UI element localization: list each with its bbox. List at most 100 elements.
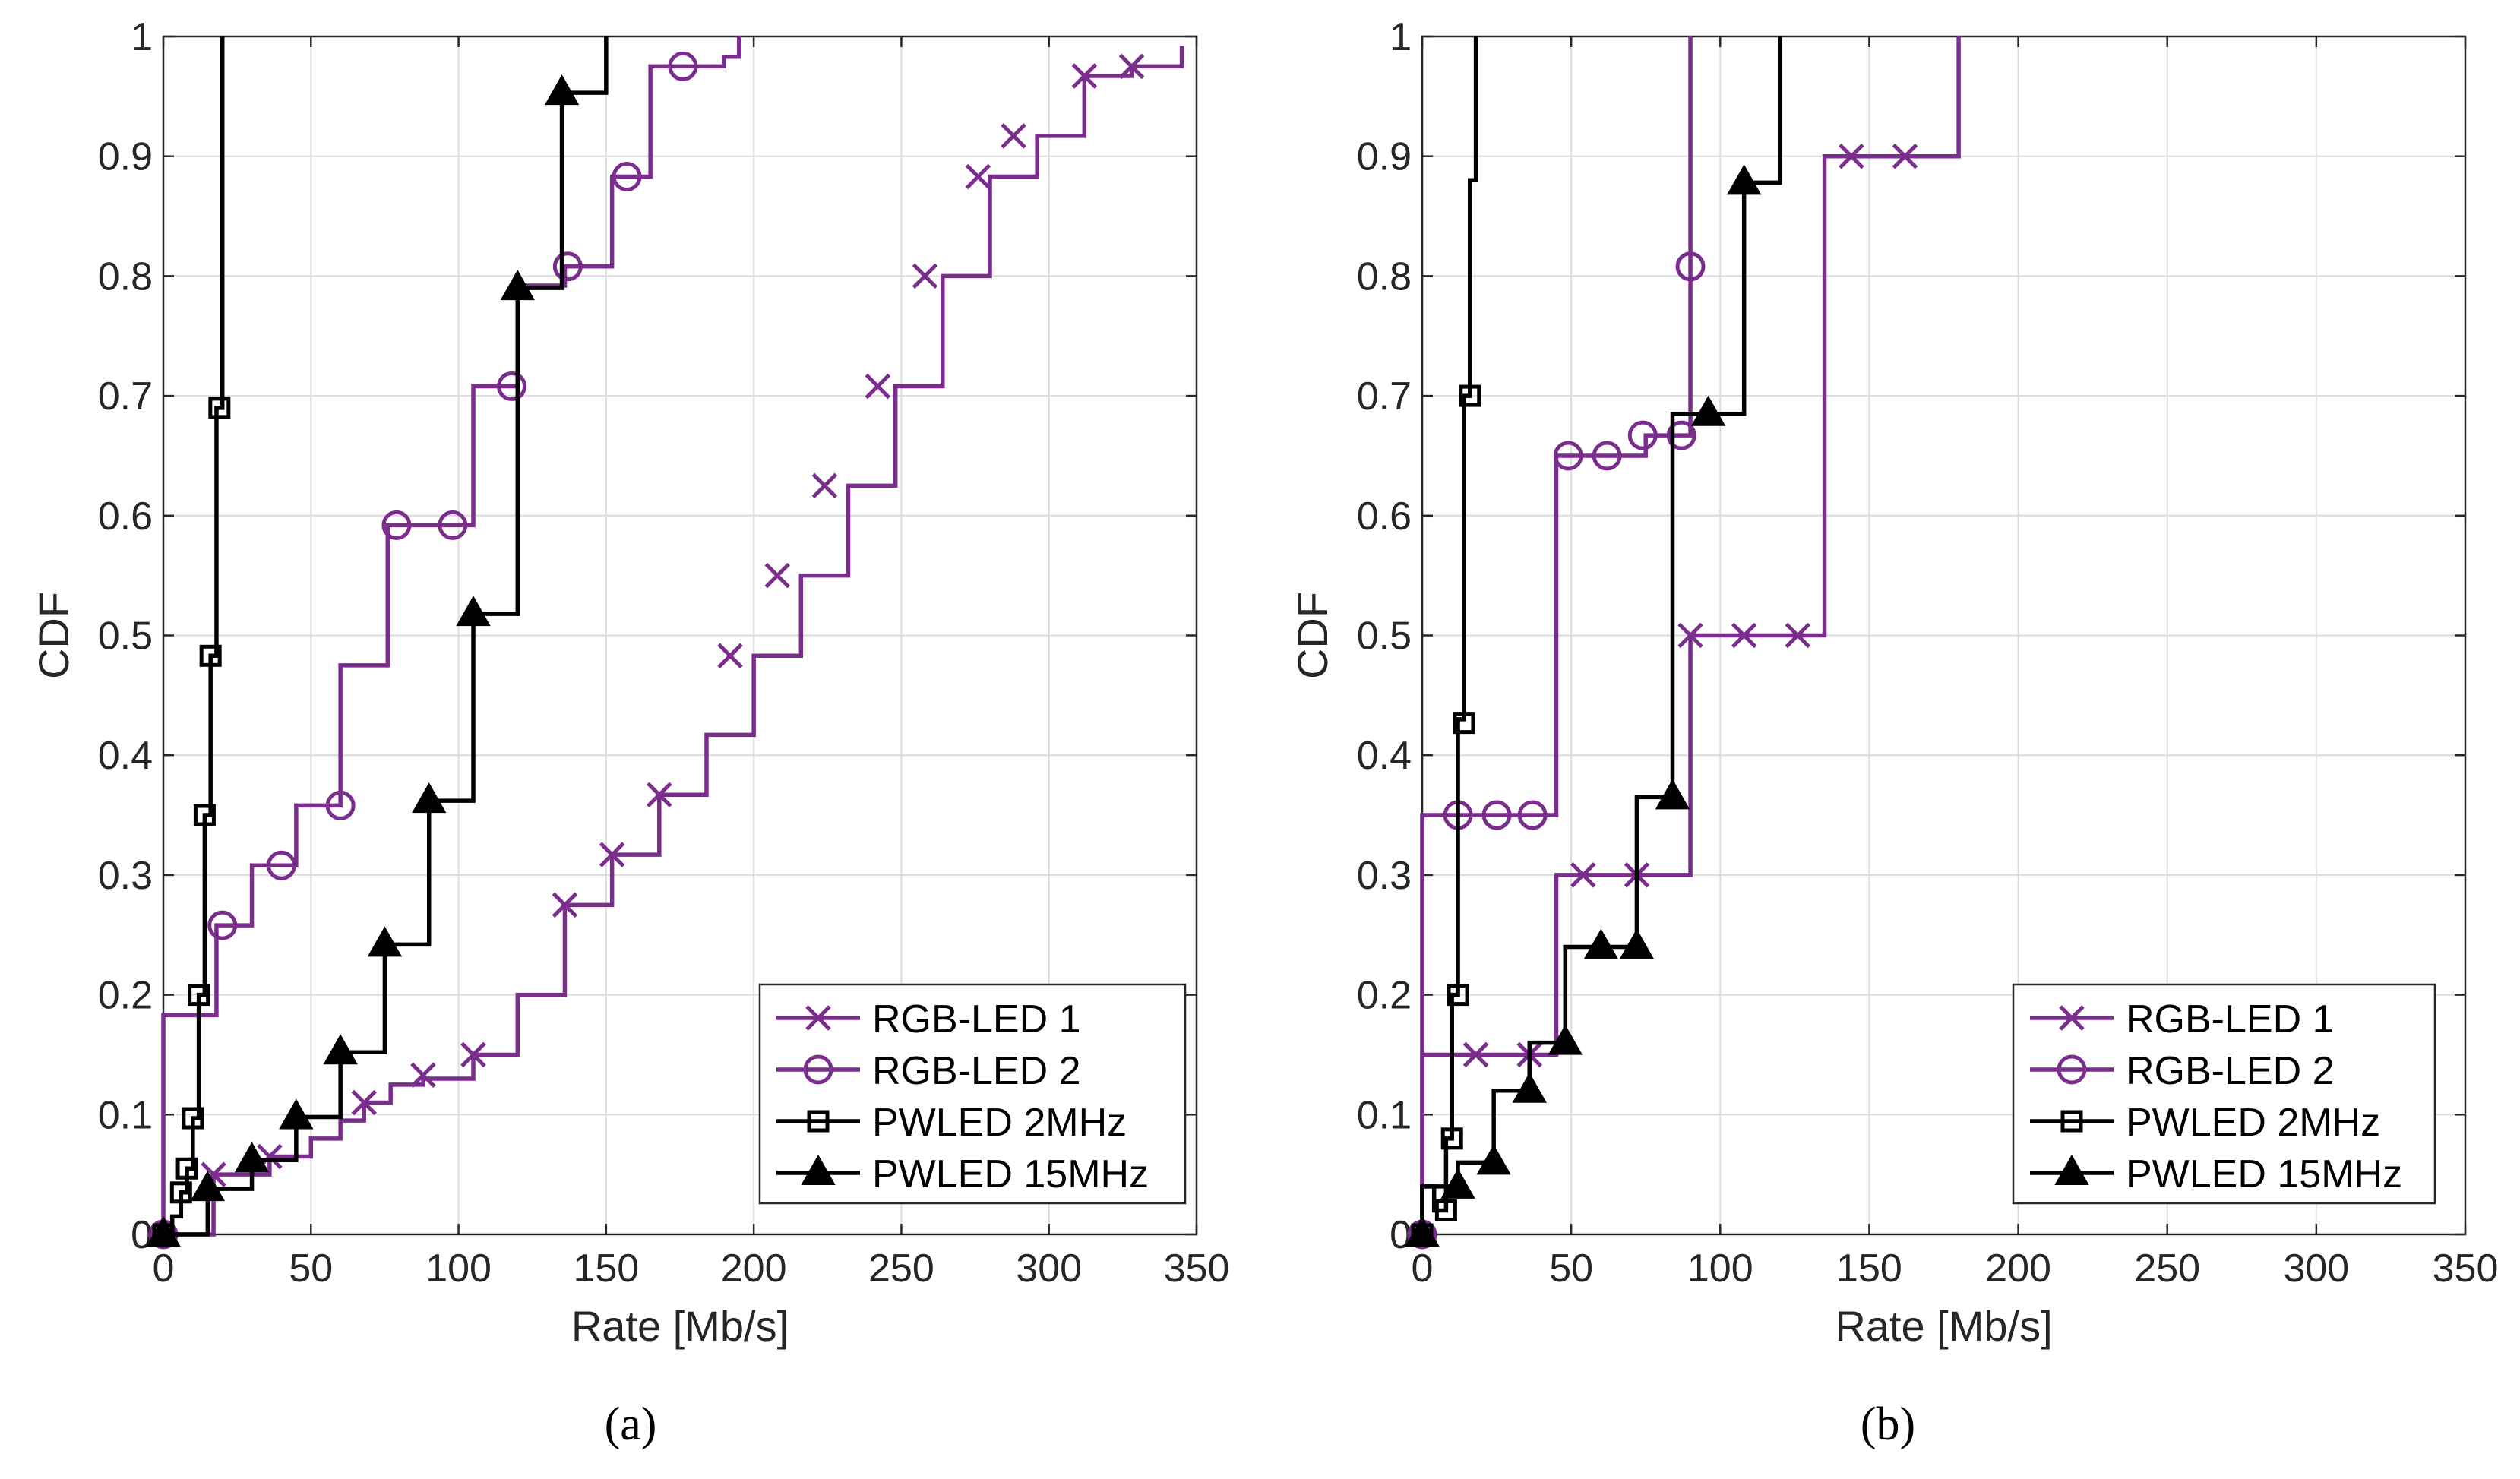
data-point (717, 643, 743, 669)
legend-marker (807, 1110, 830, 1133)
data-point (351, 1089, 377, 1116)
series-line (161, 36, 741, 1234)
legend-entry: RGB-LED 2 (872, 1049, 1081, 1093)
data-point (497, 371, 527, 401)
legend-marker (801, 1154, 836, 1185)
y-tick-label: 0.3 (1357, 854, 1412, 898)
y-tick-label: 0.5 (1357, 615, 1412, 659)
data-point (1001, 123, 1026, 149)
y-tick-label: 0.5 (98, 615, 153, 659)
series-line (163, 46, 1184, 1237)
data-point (1553, 441, 1583, 471)
data-point (1726, 164, 1762, 195)
legend-marker (2057, 1054, 2087, 1085)
data-point (500, 270, 536, 301)
data-point (234, 1142, 270, 1173)
data-point (411, 782, 447, 814)
data-point (1462, 1041, 1489, 1068)
data-point (367, 926, 403, 957)
data-point (1892, 143, 1918, 169)
data-point (1512, 1072, 1547, 1103)
data-point (1434, 1199, 1457, 1221)
series-line (1420, 36, 1478, 1234)
legend-box (758, 983, 1187, 1205)
data-point (1666, 420, 1696, 450)
data-point (182, 1107, 204, 1130)
x-tick-label: 200 (721, 1247, 787, 1291)
data-point (325, 790, 356, 820)
y-tick-label: 0.6 (98, 495, 153, 539)
legend-entry: PWLED 2MHz (2126, 1101, 2380, 1145)
series-line (1420, 36, 1782, 1234)
data-point (1517, 800, 1548, 830)
data-point (612, 162, 642, 192)
y-tick-label: 0.2 (1357, 974, 1412, 1018)
x-axis-label: Rate [Mb/s] (1835, 1302, 2052, 1350)
data-point (1655, 779, 1690, 810)
legend-marker (2054, 1154, 2089, 1185)
data-point (1731, 622, 1757, 649)
legend-marker (805, 1005, 831, 1031)
legend: RGB-LED 1 RGB-LED 2 PWLED 2MHz PWLED 15MHz (2012, 983, 2436, 1205)
data-point (188, 984, 210, 1007)
data-point (965, 163, 991, 190)
data-point (1453, 712, 1475, 735)
y-tick-label: 1 (1390, 15, 1412, 59)
x-tick-label: 250 (2134, 1247, 2200, 1291)
legend: RGB-LED 1 RGB-LED 2 PWLED 2MHz PWLED 15MHz (758, 983, 1187, 1205)
data-point (668, 51, 698, 81)
data-point (1071, 63, 1098, 89)
data-point (1839, 143, 1864, 169)
legend-box (2012, 983, 2436, 1205)
legend-entry: RGB-LED 1 (872, 997, 1081, 1041)
y-tick-label: 0.7 (98, 374, 153, 419)
y-tick-label: 0.1 (98, 1093, 153, 1137)
data-point (1690, 395, 1726, 426)
series-rgb-led-2 (148, 36, 741, 1250)
data-point (552, 251, 583, 282)
y-tick-label: 1 (131, 15, 153, 59)
data-point (1627, 420, 1658, 450)
data-point (1583, 928, 1619, 959)
data-point (1548, 1024, 1583, 1055)
data-point (266, 850, 296, 880)
data-point (1440, 1127, 1463, 1150)
data-point (169, 1181, 192, 1204)
data-point (438, 510, 468, 540)
x-tick-label: 250 (868, 1247, 934, 1291)
data-point (456, 596, 491, 627)
y-tick-label: 0.7 (1357, 374, 1412, 419)
data-point (811, 472, 838, 499)
legend-entry: PWLED 2MHz (872, 1101, 1127, 1145)
series-line (1420, 36, 1961, 1234)
legend-marker (2059, 1005, 2085, 1031)
data-point (1570, 862, 1596, 888)
data-point (199, 644, 222, 667)
x-tick-label: 50 (289, 1247, 333, 1291)
data-point (1405, 1215, 1440, 1247)
legend-entry: RGB-LED 1 (2126, 997, 2335, 1041)
x-tick-label: 200 (1985, 1247, 2051, 1291)
data-point (1619, 928, 1655, 959)
x-tick-label: 100 (425, 1247, 492, 1291)
data-point (193, 804, 216, 826)
data-point (207, 910, 238, 940)
x-tick-label: 50 (1549, 1247, 1593, 1291)
series-pwled-15mhz (1405, 36, 1782, 1247)
data-point (323, 1034, 358, 1065)
series-line (163, 36, 225, 1237)
panel-caption: (b) (1861, 1398, 1915, 1450)
data-point (1677, 622, 1703, 649)
data-point (599, 842, 625, 867)
x-tick-label: 0 (153, 1247, 175, 1291)
x-tick-label: 0 (1412, 1247, 1434, 1291)
data-point (1675, 251, 1706, 282)
legend-entry: PWLED 15MHz (872, 1152, 1149, 1196)
y-axis-label: CDF (1288, 592, 1336, 679)
data-point (410, 1062, 436, 1089)
data-point (1785, 622, 1811, 649)
data-point (381, 510, 412, 540)
chart-panel-a: 0 50 100 150 200 250 300 35000.10.20.30.40.50.6… (30, 15, 1229, 1350)
data-point (190, 1171, 226, 1202)
data-point (208, 397, 231, 419)
